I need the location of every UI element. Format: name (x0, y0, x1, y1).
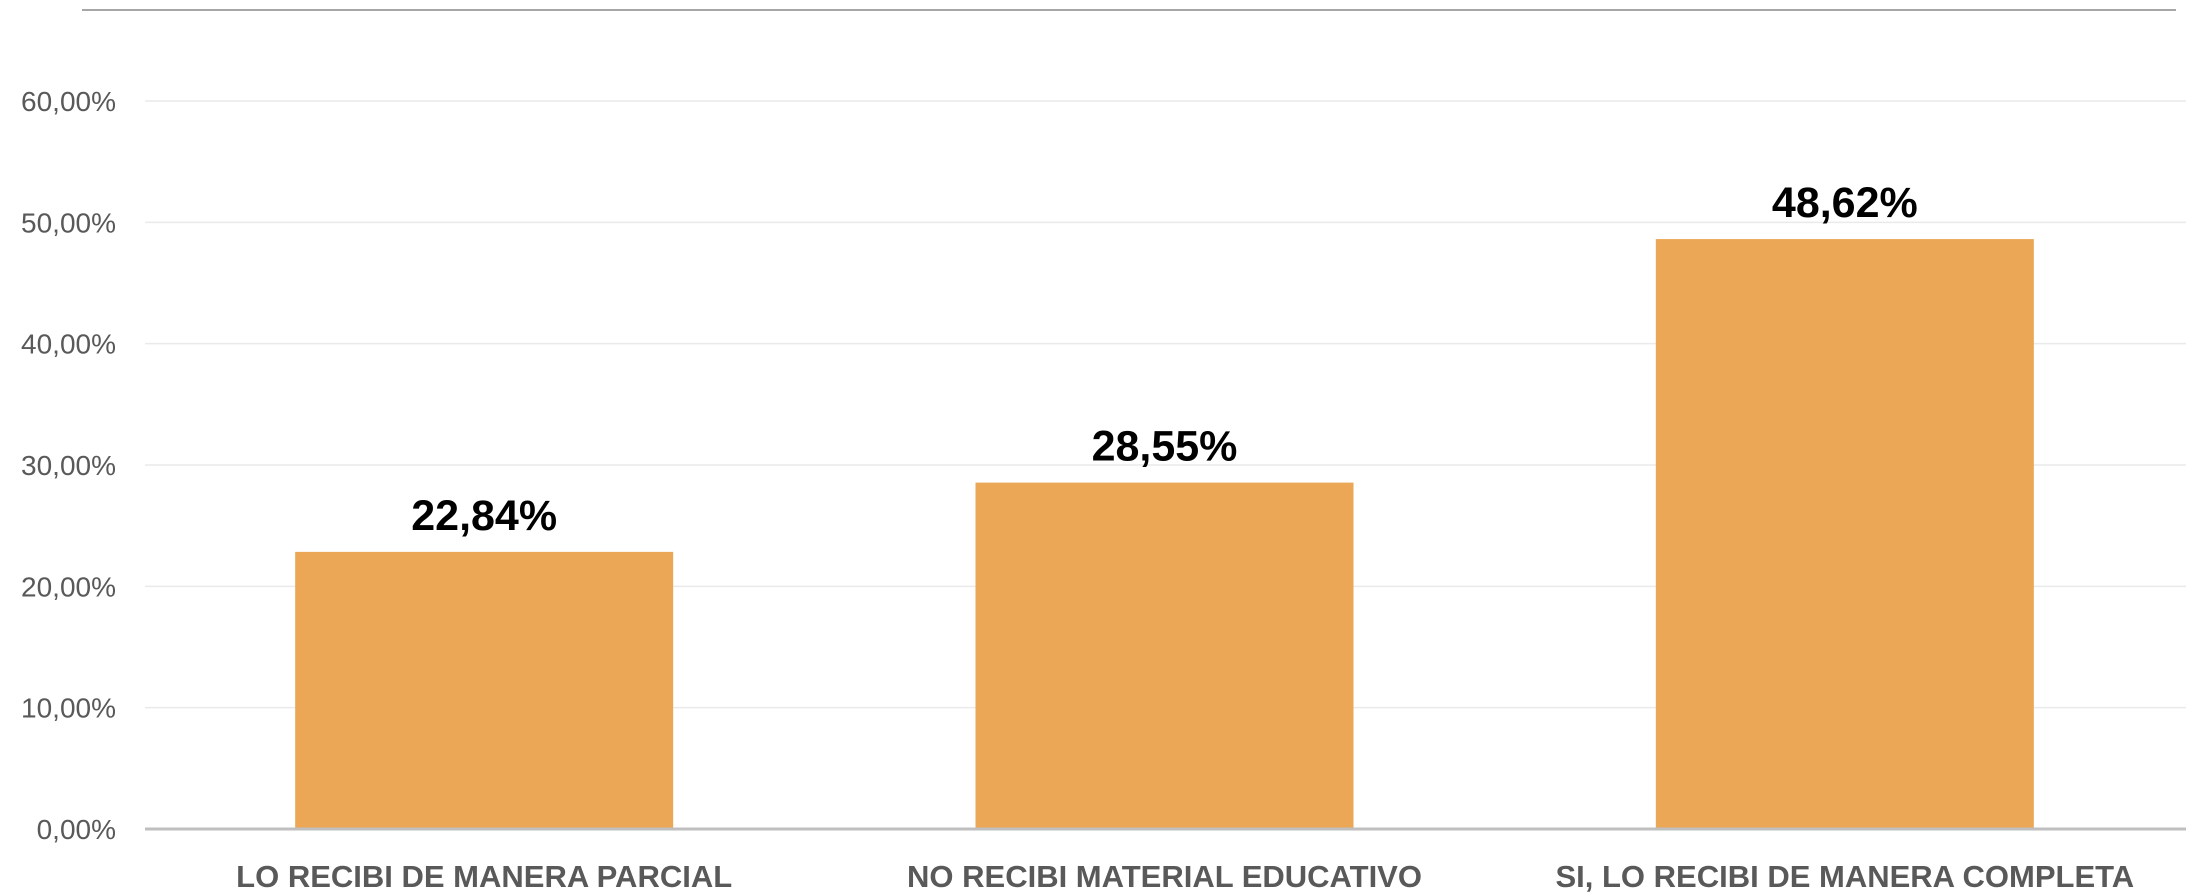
data-labels: 22,84% 28,55% 48,62% (411, 179, 1918, 540)
y-axis-tick-labels: 0,00% 10,00% 20,00% 30,00% 40,00% 50,00% 60,00… (21, 86, 116, 845)
data-label: 22,84% (411, 492, 557, 540)
y-tick-label: 10,00% (21, 693, 116, 724)
y-tick-label: 50,00% (21, 207, 116, 238)
y-tick-label: 0,00% (37, 814, 116, 845)
y-tick-label: 30,00% (21, 450, 116, 481)
bar (975, 482, 1354, 829)
bar (295, 551, 674, 829)
y-tick-label: 40,00% (21, 329, 116, 360)
category-label: LO RECIBI DE MANERA PARCIAL (236, 859, 732, 894)
y-tick-label: 20,00% (21, 571, 116, 602)
category-labels: LO RECIBI DE MANERA PARCIAL NO RECIBI MAT… (236, 859, 2134, 894)
data-label: 48,62% (1772, 179, 1918, 227)
data-label: 28,55% (1092, 423, 1238, 471)
bar (1655, 239, 2034, 829)
bars (295, 239, 2034, 829)
y-tick-label: 60,00% (21, 86, 116, 117)
category-label: NO RECIBI MATERIAL EDUCATIVO (907, 859, 1422, 894)
category-label: SI, LO RECIBI DE MANERA COMPLETA (1555, 859, 2134, 894)
